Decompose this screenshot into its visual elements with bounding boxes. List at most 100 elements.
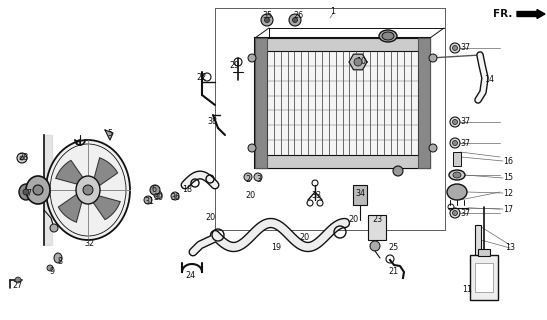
Circle shape	[289, 14, 301, 26]
Text: 38: 38	[207, 117, 217, 126]
Bar	[255, 38, 430, 168]
Circle shape	[450, 117, 460, 127]
Text: 23: 23	[372, 215, 382, 225]
Circle shape	[244, 173, 252, 181]
Text: 34: 34	[355, 188, 365, 197]
Circle shape	[452, 119, 457, 124]
Polygon shape	[92, 158, 118, 188]
Circle shape	[23, 189, 29, 195]
Circle shape	[452, 45, 457, 51]
Ellipse shape	[76, 176, 100, 204]
Circle shape	[20, 156, 24, 160]
Bar	[475, 263, 493, 292]
Bar	[417, 51, 419, 155]
Text: 32: 32	[84, 238, 94, 247]
Circle shape	[83, 185, 93, 195]
Text: 20: 20	[299, 234, 309, 243]
Circle shape	[150, 185, 160, 195]
Circle shape	[293, 18, 298, 22]
Polygon shape	[59, 192, 83, 222]
Ellipse shape	[54, 253, 62, 263]
Circle shape	[393, 166, 403, 176]
Text: 1: 1	[330, 7, 335, 17]
Bar	[404, 51, 405, 155]
Text: 10: 10	[356, 58, 366, 67]
Bar	[363, 51, 364, 155]
Polygon shape	[90, 195, 120, 220]
Text: 37: 37	[460, 44, 470, 52]
Bar	[369, 51, 371, 155]
Circle shape	[248, 54, 256, 62]
Text: 18: 18	[182, 185, 192, 194]
Text: 14: 14	[484, 76, 494, 84]
Ellipse shape	[379, 30, 397, 42]
Text: 33: 33	[311, 191, 321, 201]
Text: 29: 29	[229, 60, 239, 69]
Circle shape	[248, 144, 256, 152]
Circle shape	[254, 173, 262, 181]
Text: 6: 6	[152, 186, 157, 195]
Bar	[390, 51, 392, 155]
Circle shape	[429, 54, 437, 62]
Bar	[368, 215, 386, 240]
Text: 28: 28	[18, 154, 28, 163]
Circle shape	[17, 153, 27, 163]
Text: 20: 20	[348, 215, 358, 225]
Text: 11: 11	[462, 285, 472, 294]
Text: 3: 3	[256, 174, 261, 183]
Text: 31: 31	[144, 197, 154, 206]
Ellipse shape	[449, 170, 465, 180]
Circle shape	[450, 43, 460, 53]
Circle shape	[452, 140, 457, 146]
Bar	[255, 38, 267, 168]
Text: 36: 36	[170, 194, 180, 203]
Text: 30: 30	[153, 194, 163, 203]
Ellipse shape	[26, 176, 50, 204]
Circle shape	[15, 277, 21, 283]
Text: 8: 8	[57, 258, 62, 267]
Text: 20: 20	[205, 213, 215, 222]
Text: 37: 37	[460, 139, 470, 148]
Ellipse shape	[453, 172, 461, 178]
Bar	[376, 51, 378, 155]
Text: 13: 13	[505, 244, 515, 252]
Text: 4: 4	[76, 139, 81, 148]
Circle shape	[370, 241, 380, 251]
Bar	[411, 51, 412, 155]
Text: 12: 12	[503, 188, 513, 197]
Text: 21: 21	[388, 268, 398, 276]
Text: 27: 27	[12, 281, 22, 290]
Bar	[349, 51, 351, 155]
Text: 9: 9	[50, 268, 55, 276]
Polygon shape	[105, 130, 113, 140]
Text: 35: 35	[262, 11, 272, 20]
Ellipse shape	[46, 140, 130, 240]
Ellipse shape	[447, 184, 467, 200]
Text: 5: 5	[107, 129, 112, 138]
Ellipse shape	[19, 184, 33, 200]
Circle shape	[171, 192, 179, 200]
Text: 37: 37	[460, 209, 470, 218]
Text: 17: 17	[503, 204, 513, 213]
Bar	[418, 38, 430, 168]
Text: 2: 2	[245, 174, 250, 183]
Polygon shape	[56, 160, 86, 185]
Bar	[475, 225, 481, 267]
Bar	[383, 51, 385, 155]
Polygon shape	[349, 54, 367, 70]
FancyArrow shape	[517, 10, 545, 19]
Bar	[342, 51, 344, 155]
Polygon shape	[44, 135, 52, 245]
Text: 37: 37	[460, 117, 470, 126]
Text: 16: 16	[503, 156, 513, 165]
Circle shape	[450, 208, 460, 218]
Circle shape	[452, 211, 457, 215]
Bar	[353, 185, 367, 205]
Circle shape	[450, 138, 460, 148]
Text: 19: 19	[271, 244, 281, 252]
Bar	[397, 51, 398, 155]
Bar	[255, 38, 430, 51]
Circle shape	[47, 265, 53, 271]
Circle shape	[144, 196, 152, 204]
Ellipse shape	[382, 32, 394, 40]
